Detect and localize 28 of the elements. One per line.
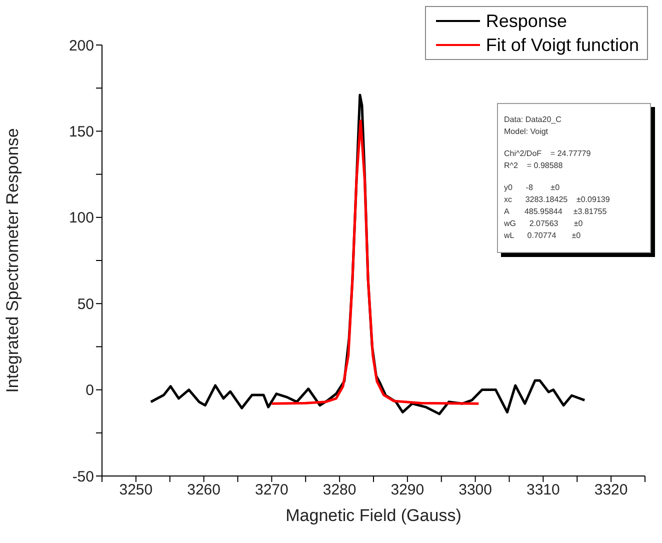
x-tick-label: 3290: [390, 482, 424, 499]
x-tick-label: 3270: [255, 482, 288, 499]
x-tick-label: 3320: [594, 482, 628, 499]
annotation: wL 0.70774 ±0: [504, 230, 582, 242]
annotation: Chi^2/DoF = 24.77779: [504, 148, 592, 160]
x-axis-title: Magnetic Field (Gauss): [286, 506, 462, 525]
x-tick-label: 3310: [526, 482, 560, 499]
y-tick-label: 50: [77, 296, 94, 313]
annotation: xc 3283.18425 ±0.09139: [504, 194, 611, 206]
x-tick-label: 3260: [187, 482, 220, 499]
y-axis-title: Integrated Spectrometer Response: [3, 128, 22, 393]
legend-label: Fit of Voigt function: [486, 34, 639, 57]
annotation: y0 -8 ±0: [504, 182, 561, 194]
annotation: A 485.95844 ±3.81755: [504, 206, 608, 218]
legend-label: Response: [486, 10, 567, 33]
annotation: Model: Voigt: [504, 126, 550, 138]
annotation: Data: Data20_C: [504, 114, 562, 126]
annotation: R^2 = 0.98588: [504, 160, 564, 172]
y-tick-label: 0: [86, 382, 94, 400]
y-tick-label: 200: [68, 37, 94, 54]
y-tick-label: 100: [68, 210, 94, 227]
x-tick-label: 3250: [119, 482, 153, 499]
x-tick-label: 3300: [458, 482, 492, 499]
y-tick-label: -50: [72, 468, 94, 486]
y-tick-label: 150: [68, 124, 94, 141]
annotation: wG 2.07563 ±0: [504, 218, 584, 230]
x-tick-label: 3280: [322, 482, 356, 499]
line-series: [270, 120, 480, 405]
